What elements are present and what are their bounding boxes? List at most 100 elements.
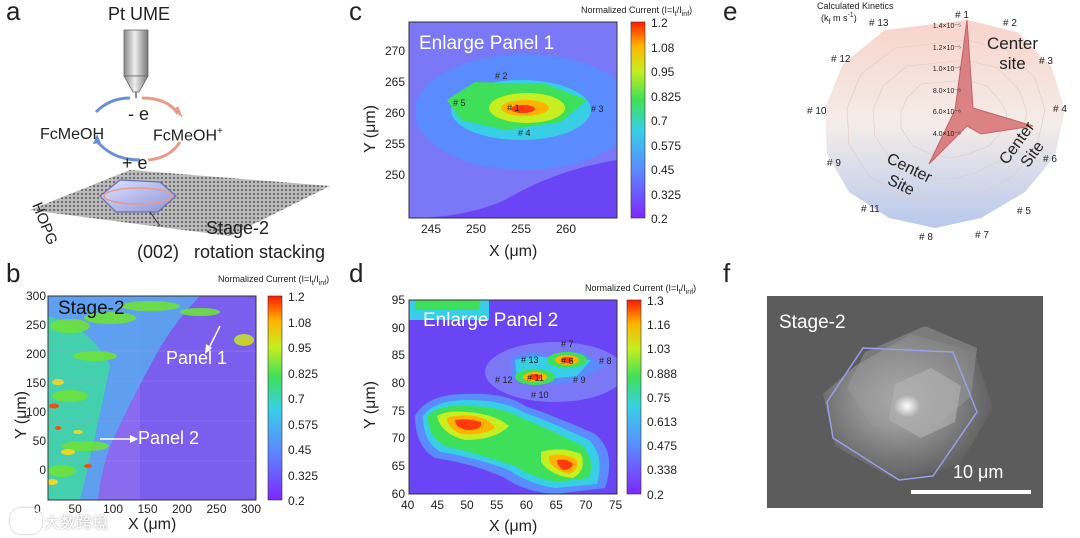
radar-axis-label: # 8: [919, 232, 933, 243]
tick-label: 1.4×10⁻⁵: [932, 23, 961, 30]
tick-label: 0.45: [288, 443, 312, 457]
tick-label: 250: [384, 168, 405, 182]
tick-label: 90: [391, 320, 405, 335]
site-label: # 9: [573, 375, 586, 385]
tick-label: 260: [384, 106, 405, 120]
tick-label: 1.16: [647, 318, 671, 333]
tick-label: 200: [172, 502, 193, 516]
tick-label: 0.475: [647, 439, 678, 454]
panel-c-yticks: 270 265 260 255 250: [377, 44, 405, 184]
panel-d-heatmap: [408, 299, 642, 495]
panel-f: f Stage-2 10 μm: [723, 256, 1080, 538]
tick-label: 0.888: [647, 366, 678, 381]
site-label: # 11: [527, 373, 544, 383]
panel-c-title: Enlarge Panel 1: [419, 33, 555, 54]
sem-image: [767, 296, 1043, 508]
tick-label: 1.3: [647, 294, 664, 308]
tick-label: 265: [384, 75, 405, 89]
tick-label: 100: [25, 405, 46, 419]
tick-label: 65: [391, 459, 405, 474]
probe-illustration: [30, 29, 330, 236]
panel-d-cbar-ticks: 1.3 1.16 1.03 0.888 0.75 0.613 0.475 0.3…: [647, 294, 677, 502]
radar-tick-labels: 1.4×10⁻⁵ 1.2×10⁻⁵ 1.0×10⁻⁵ 8.0×10⁻⁶ 6.0×…: [925, 16, 961, 145]
tick-label: 1.2: [651, 16, 668, 30]
panel-c-xlabel: X (μm): [489, 243, 538, 260]
tick-label: 6.0×10⁻⁶: [932, 109, 961, 116]
tick-label: 1.0×10⁻⁵: [932, 66, 961, 73]
tick-label: 60: [519, 498, 534, 512]
tick-label: 50: [32, 434, 46, 448]
tick-label: 95: [391, 293, 405, 307]
panel-c-cbar-ticks: 1.2 1.08 0.95 0.825 0.7 0.575 0.45 0.325…: [651, 16, 681, 226]
panel-d-xlabel: X (μm): [489, 518, 538, 535]
panel-c-heatmap: [408, 21, 646, 219]
site-label: # 1: [507, 103, 520, 113]
tick-label: 200: [25, 347, 46, 361]
panel-b-panel2-label: Panel 2: [138, 428, 200, 448]
tick-label: 1.08: [288, 315, 312, 330]
tick-label: 0.95: [288, 341, 312, 355]
tick-label: 0.2: [288, 494, 305, 508]
panel-b-cbar-title: Normalized Current (I=It/Iinf): [218, 274, 330, 287]
tick-label: 0.2: [651, 212, 668, 226]
tick-label: 0.325: [288, 468, 319, 483]
tick-label: 0.575: [288, 417, 319, 432]
tick-label: 260: [556, 222, 577, 236]
tick-label: 85: [391, 348, 405, 363]
radar-axis-label: # 12: [831, 54, 851, 65]
scalebar-label: 10 μm: [953, 462, 1004, 482]
right-species-label: FcMeOH+: [153, 126, 223, 145]
panel-d-ylabel: Y (μm): [362, 380, 380, 430]
tick-label: 8.0×10⁻⁶: [932, 87, 961, 95]
tick-label: 250: [466, 222, 487, 236]
tick-label: 1.08: [651, 40, 675, 55]
panel-b-xticks: 0 50 100 150 200 250 300: [34, 502, 274, 516]
panel-b-panel1-label: Panel 1: [166, 348, 228, 368]
panel-f-overlay: Stage-2: [779, 312, 846, 333]
stage-label-line2: rotation stacking: [194, 242, 326, 262]
watermark-logo-icon: [10, 508, 42, 534]
radar-axis-label: # 4: [1053, 104, 1067, 115]
tick-label: 70: [579, 498, 593, 512]
minus-e-label: - e: [128, 104, 150, 124]
site-label: # 10: [531, 390, 549, 400]
panel-b-xlabel: X (μm): [128, 516, 177, 533]
plus-e-label: + e: [122, 153, 148, 173]
panel-c-xticks: 245 250 255 260: [421, 222, 621, 236]
site-label: # 3: [591, 104, 604, 114]
panel-e-letter: e: [723, 0, 738, 26]
radar-axis-label: # 11: [861, 204, 880, 215]
site-label: # 4: [518, 128, 531, 138]
probe-label: Pt UME: [108, 4, 171, 24]
radar-axis-label: # 3: [1039, 56, 1053, 67]
panel-b-letter: b: [6, 258, 21, 288]
tick-label: 0.7: [651, 114, 668, 128]
tick-label: 1.2×10⁻⁵: [932, 44, 961, 52]
tick-label: 150: [137, 502, 158, 516]
panel-d-letter: d: [349, 258, 364, 288]
tick-label: 0.7: [288, 392, 305, 406]
tick-label: 1.2: [288, 290, 305, 304]
tick-label: 300: [241, 502, 262, 516]
panel-d: d Normalized Current (I=It/Iinf): [349, 256, 735, 538]
tick-label: 0: [39, 463, 46, 477]
panel-b-heatmap: [47, 295, 283, 501]
tick-label: 80: [391, 376, 405, 391]
radar-axis-label: # 6: [1043, 154, 1057, 165]
tick-label: 50: [68, 502, 82, 516]
tick-label: 1.03: [647, 342, 671, 357]
left-species-label: FcMeOH: [40, 126, 104, 143]
tick-label: 250: [25, 318, 46, 332]
tick-label: 0.575: [651, 138, 682, 153]
panel-d-title: Enlarge Panel 2: [423, 310, 559, 331]
radar-axis-label: # 9: [827, 158, 841, 169]
tick-label: 270: [384, 44, 405, 58]
site-label: # 6: [561, 356, 574, 366]
facet-label: (002): [137, 242, 180, 262]
tick-label: 255: [511, 222, 532, 236]
panel-b-overlay: Stage-2: [58, 298, 125, 319]
tick-label: 255: [384, 137, 405, 151]
tick-label: 0.338: [647, 463, 678, 478]
tick-label: 0.825: [288, 366, 319, 381]
panel-a-letter: a: [6, 0, 21, 26]
